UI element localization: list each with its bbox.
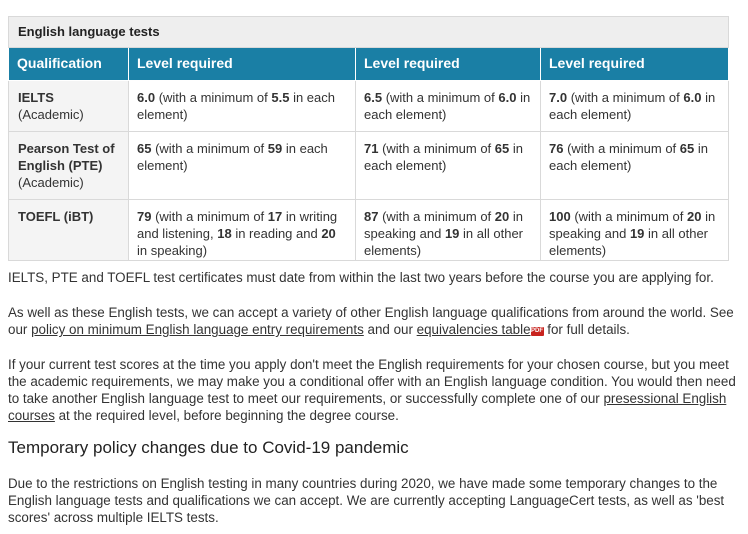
level-cell: 76 (with a minimum of 65 in each element… — [539, 131, 730, 200]
table-row: Pearson Test of English (PTE) (Academic)… — [8, 131, 730, 200]
other-qualifications-paragraph: As well as these English tests, we can a… — [8, 305, 734, 337]
certificate-validity-text: IELTS, PTE and TOEFL test certificates m… — [8, 270, 714, 285]
qualification-cell: Pearson Test of English (PTE) (Academic) — [8, 131, 129, 200]
header-level-required: Level required — [128, 47, 356, 81]
table-caption: English language tests — [7, 16, 730, 48]
conditional-offer-paragraph: If your current test scores at the time … — [8, 357, 736, 423]
equivalencies-table-link[interactable]: equivalencies table — [416, 322, 531, 337]
header-level-required: Level required — [539, 47, 730, 81]
qualification-cell: IELTS (Academic) — [8, 80, 129, 132]
header-level-required: Level required — [355, 47, 541, 81]
qualification-name: Pearson Test of English (PTE) — [18, 141, 115, 173]
level-cell: 100 (with a minimum of 20 in speaking an… — [539, 199, 730, 261]
presessional-courses-link[interactable]: presessional English courses — [8, 391, 727, 423]
qualification-name: TOEFL (iBT) — [18, 209, 94, 224]
qualification-name: IELTS — [18, 90, 54, 105]
level-cell: 79 (with a minimum of 17 in writing and … — [128, 199, 356, 261]
qualification-subtitle: (Academic) — [18, 107, 84, 122]
qualification-cell: TOEFL (iBT) — [8, 199, 129, 261]
pdf-icon: PDF — [530, 327, 544, 336]
level-cell: 87 (with a minimum of 20 in speaking and… — [355, 199, 541, 261]
policy-link[interactable]: policy on minimum English language entry… — [31, 322, 364, 337]
level-cell: 6.5 (with a minimum of 6.0 in each eleme… — [355, 80, 541, 132]
english-tests-table: English language tests Qualification Lev… — [7, 16, 730, 261]
header-qualification: Qualification — [8, 47, 129, 81]
table-row: IELTS (Academic) 6.0 (with a minimum of … — [8, 80, 730, 132]
covid-policy-heading: Temporary policy changes due to Covid-19… — [8, 438, 409, 457]
level-cell: 65 (with a minimum of 59 in each element… — [128, 131, 356, 200]
table-header-row: Qualification Level required Level requi… — [8, 47, 730, 81]
level-cell: 71 (with a minimum of 65 in each element… — [355, 131, 541, 200]
table-row: TOEFL (iBT) 79 (with a minimum of 17 in … — [8, 199, 730, 261]
covid-policy-paragraph: Due to the restrictions on English testi… — [8, 476, 725, 525]
level-cell: 6.0 (with a minimum of 5.5 in each eleme… — [128, 80, 356, 132]
qualification-subtitle: (Academic) — [18, 175, 84, 190]
level-cell: 7.0 (with a minimum of 6.0 in each eleme… — [539, 80, 730, 132]
